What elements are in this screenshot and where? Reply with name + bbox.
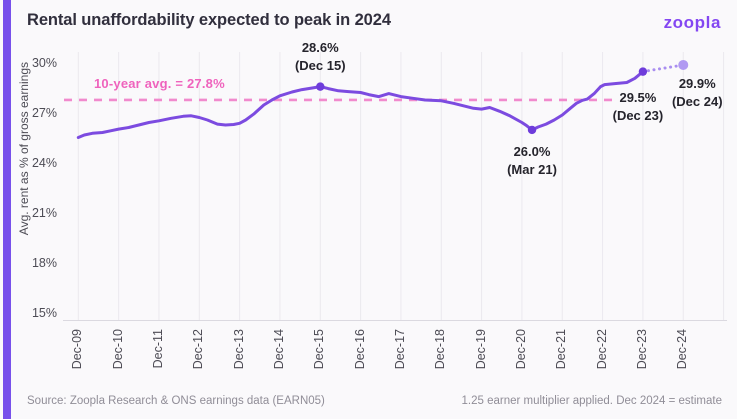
source-note: Source: Zoopla Research & ONS earnings d… — [27, 395, 325, 407]
y-tick-label: 30% — [31, 56, 57, 71]
annotation-date: (Mar 21) — [507, 162, 557, 178]
x-tick-label: Dec-13 — [231, 329, 246, 370]
series-line-dotted — [641, 63, 685, 74]
annotation-date: (Dec 24) — [671, 94, 723, 110]
x-tick-label: Dec-19 — [473, 329, 488, 370]
x-tick-label: Dec-24 — [675, 329, 690, 370]
zoopla-logo: zoopla — [663, 13, 721, 32]
data-point-marker — [527, 125, 537, 135]
y-tick-label: 24% — [31, 156, 57, 171]
method-note: 1.25 earner multiplier applied. Dec 2024… — [461, 395, 723, 407]
y-tick-label: 15% — [31, 306, 57, 321]
x-tick-label: Dec-20 — [513, 329, 528, 370]
x-tick-label: Dec-09 — [70, 329, 85, 370]
annotation: 29.5% (Dec 23) — [590, 89, 686, 126]
brand-stripe — [3, 0, 11, 419]
annotation-value: 29.5% — [619, 89, 657, 105]
data-point-marker — [316, 82, 325, 91]
x-tick-label: Dec-18 — [433, 329, 448, 370]
annotation-date: (Dec 23) — [612, 108, 664, 124]
estimate-marker — [678, 59, 689, 70]
x-tick-label: Dec-12 — [191, 329, 206, 370]
chart-title: Rental unaffordability expected to peak … — [27, 11, 391, 29]
x-tick-label: Dec-16 — [352, 329, 367, 370]
annotation-value: 28.6% — [301, 39, 339, 55]
annotation: 26.0% (Mar 21) — [484, 143, 580, 180]
y-tick-label: 18% — [31, 256, 57, 271]
annotation-date: (Dec 15) — [294, 58, 346, 74]
x-tick-label: Dec-17 — [392, 329, 407, 370]
annotation: 28.6% (Dec 15) — [272, 39, 368, 76]
annotation: 29.9% (Dec 24) — [649, 75, 737, 112]
x-tick-label: Dec-15 — [312, 329, 327, 370]
x-tick-label: Dec-14 — [271, 329, 286, 370]
x-tick-label: Dec-22 — [594, 329, 609, 370]
x-tick-label: Dec-21 — [554, 329, 569, 370]
x-tick-label: Dec-10 — [110, 329, 125, 370]
x-tick-label: Dec-11 — [150, 329, 165, 369]
y-tick-label: 21% — [31, 206, 57, 221]
data-point-marker — [638, 67, 648, 76]
annotation-value: 29.9% — [678, 75, 716, 91]
series-line-solid — [76, 70, 645, 139]
x-tick-label: Dec-23 — [634, 329, 649, 370]
y-tick-label: 27% — [31, 106, 57, 121]
average-line-label: 10-year avg. = 27.8% — [94, 76, 225, 91]
annotation-value: 26.0% — [513, 143, 551, 159]
